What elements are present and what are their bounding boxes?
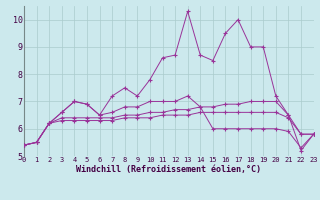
X-axis label: Windchill (Refroidissement éolien,°C): Windchill (Refroidissement éolien,°C) (76, 165, 261, 174)
